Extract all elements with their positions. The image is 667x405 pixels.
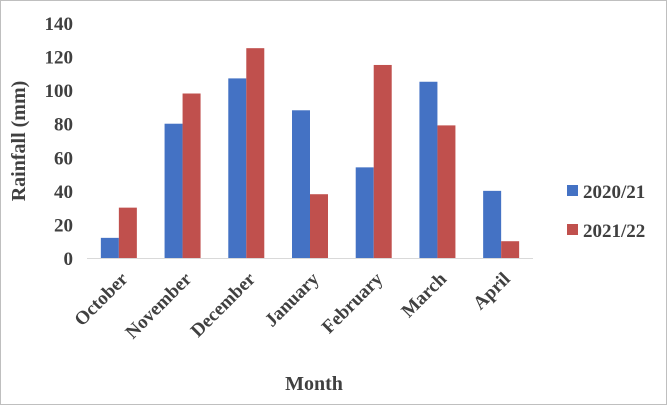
bar-april-series-2 [501, 241, 520, 258]
bars [100, 48, 520, 259]
legend-label: 2020/21 [583, 182, 645, 203]
bar-january-series-1 [292, 110, 310, 259]
legend: 2020/21 2021/22 [567, 182, 645, 242]
bar-december-series-1 [228, 78, 247, 259]
x-tick-label: April [469, 269, 514, 314]
x-tick-label: March [398, 268, 452, 322]
y-tick-label: 140 [45, 14, 74, 35]
bar-january-series-2 [310, 194, 328, 258]
bar-march-series-1 [419, 81, 438, 258]
y-tick-label: 0 [64, 249, 74, 270]
x-tick-label: October [71, 268, 133, 330]
bar-october-series-2 [118, 207, 137, 258]
bar-november-series-2 [182, 93, 201, 258]
y-tick-label: 20 [54, 215, 73, 236]
bar-march-series-2 [437, 125, 456, 259]
legend-swatch [567, 224, 578, 235]
bar-november-series-1 [164, 123, 183, 258]
x-tick-label: November [122, 268, 197, 343]
x-tick-label: January [261, 268, 324, 331]
legend-label: 2021/22 [583, 221, 645, 242]
bar-october-series-1 [100, 237, 119, 258]
y-tick-label: 40 [54, 182, 73, 203]
bar-february-series-2 [373, 64, 392, 258]
y-axis-ticks: 0 20 40 60 80 100 120 140 [45, 14, 74, 270]
y-tick-label: 80 [54, 115, 73, 136]
y-tick-label: 100 [45, 81, 74, 102]
bar-december-series-2 [246, 48, 265, 258]
bar-april-series-1 [483, 190, 502, 258]
legend-swatch [567, 185, 578, 196]
x-tick-label: December [187, 268, 260, 341]
y-tick-label: 60 [54, 148, 73, 169]
x-axis-title: Month [285, 373, 343, 395]
x-tick-label: February [318, 268, 388, 338]
bar-february-series-1 [355, 167, 374, 258]
y-axis-title: Rainfall (mm) [8, 81, 30, 202]
y-tick-label: 120 [45, 48, 74, 69]
